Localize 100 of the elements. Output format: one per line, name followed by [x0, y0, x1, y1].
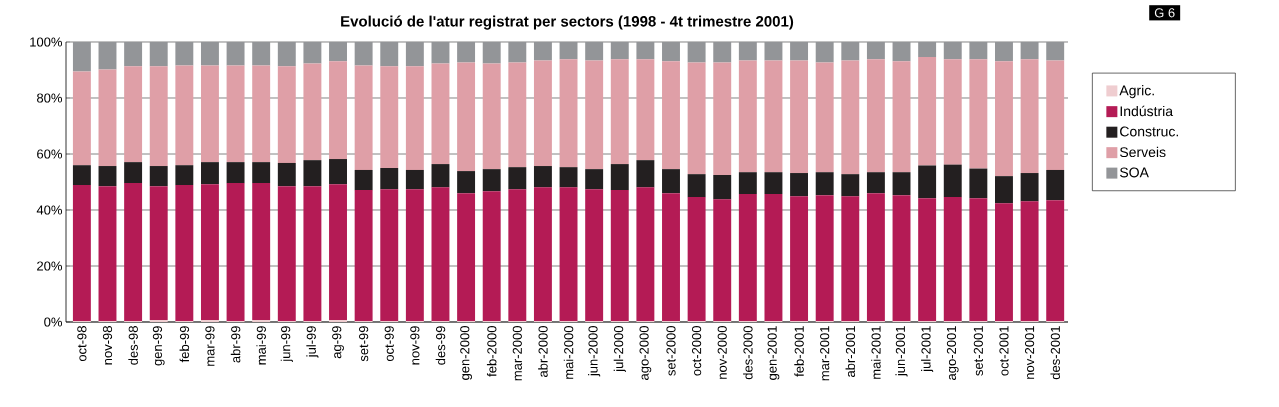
bar [175, 165, 194, 186]
bar [431, 187, 450, 321]
legend-label: Construc. [1120, 126, 1178, 137]
y-tick-label: 60% [37, 149, 63, 159]
x-tick-label: nov-2000 [717, 326, 727, 379]
bar [329, 159, 347, 185]
bar [738, 60, 757, 173]
x-tick-label: feb-99 [179, 326, 190, 363]
bar [969, 168, 988, 199]
bar [995, 61, 1013, 177]
bar [508, 62, 527, 168]
bar [277, 162, 296, 187]
bar [815, 172, 834, 196]
bar [72, 71, 91, 166]
bar [841, 174, 860, 197]
bar [149, 42, 168, 67]
x-tick-label: des-99 [435, 326, 446, 365]
bar [457, 171, 476, 194]
bar [764, 42, 783, 61]
bar [124, 42, 143, 67]
bar [380, 189, 399, 321]
x-tick-label: set-2001 [973, 326, 983, 376]
x-tick-label: des-2001 [1050, 326, 1060, 380]
bar [1046, 200, 1065, 321]
bar [303, 160, 322, 187]
bar [329, 184, 347, 321]
bar [200, 42, 219, 66]
bar [636, 187, 655, 321]
bar [252, 162, 271, 184]
bar [764, 172, 783, 195]
bar [687, 62, 706, 175]
bar [354, 190, 373, 321]
bar [72, 185, 91, 321]
bar [303, 186, 322, 321]
bar [559, 42, 578, 60]
bar [713, 199, 732, 321]
bar [662, 42, 680, 62]
x-tick-label: gen-99 [152, 326, 165, 366]
bar [585, 189, 604, 321]
bar [303, 63, 322, 161]
bar [1020, 42, 1039, 60]
bar [303, 42, 322, 64]
bar [610, 164, 629, 191]
x-tick-label: jul-99 [306, 326, 319, 358]
bar [841, 42, 860, 61]
bar [533, 166, 552, 188]
bar [995, 176, 1013, 204]
x-tick-label: oct-2000 [692, 326, 702, 376]
bar [585, 169, 604, 190]
bar [662, 61, 680, 170]
y-tick-label: 80% [37, 93, 63, 103]
bar [636, 42, 655, 60]
bar [943, 59, 962, 165]
bar [687, 174, 706, 198]
bar [764, 194, 783, 321]
bar [405, 66, 424, 170]
bar [354, 169, 373, 191]
x-tick-label: set-2000 [666, 326, 676, 376]
bar [1020, 201, 1039, 321]
bar [508, 189, 527, 321]
bar [1020, 173, 1039, 202]
bar [533, 187, 552, 321]
bar [405, 42, 424, 67]
bar [277, 66, 296, 163]
bar [636, 160, 655, 188]
x-tick-label: oct-98 [77, 326, 87, 362]
bar [252, 65, 271, 163]
bar [610, 59, 629, 165]
y-tick-label: 100% [30, 37, 63, 47]
x-tick-label: des-98 [128, 326, 138, 365]
bar [1046, 169, 1065, 201]
bar [124, 183, 143, 321]
bar [149, 66, 168, 167]
x-tick-label: mai-2000 [563, 326, 574, 379]
bar [1020, 59, 1039, 174]
bar [200, 162, 219, 185]
bar [969, 59, 988, 169]
bar [662, 169, 680, 194]
x-tick-label: jun-2000 [588, 326, 601, 377]
x-tick-label: feb-2001 [794, 326, 804, 377]
bar [585, 60, 604, 170]
bar [585, 42, 604, 61]
x-tick-label: jun-2001 [895, 326, 908, 377]
bar [559, 59, 578, 168]
bar [329, 42, 347, 62]
bar [559, 167, 578, 188]
text: G 6 [1154, 8, 1175, 18]
bar [508, 167, 527, 190]
x-tick-label: ago-2000 [639, 326, 652, 380]
bar [482, 191, 501, 321]
bar [687, 197, 706, 321]
x-tick-label: jun-99 [280, 326, 293, 362]
bar [943, 197, 962, 321]
bar [431, 164, 450, 188]
bar [149, 186, 168, 321]
bar [892, 61, 911, 173]
bar [431, 63, 450, 165]
bar [124, 66, 143, 163]
bar [277, 42, 296, 67]
x-tick-label: abr-2000 [538, 326, 548, 378]
